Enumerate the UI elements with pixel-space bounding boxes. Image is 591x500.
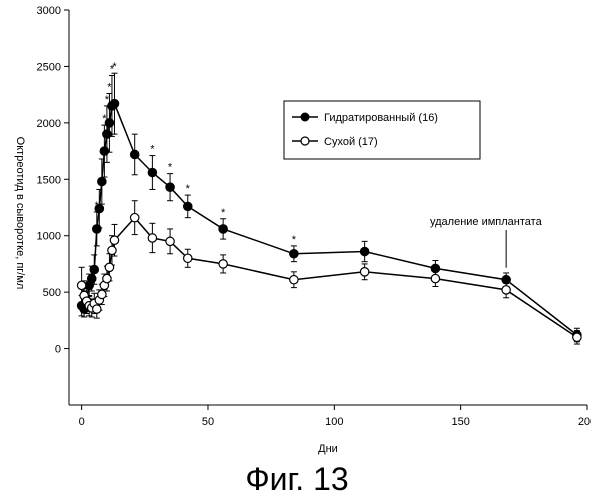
data-point	[93, 305, 101, 313]
y-tick-label: 0	[55, 344, 61, 356]
legend-marker-hydrated	[301, 113, 309, 121]
data-point	[360, 247, 368, 255]
x-axis-label: Дни	[318, 443, 338, 455]
data-point	[166, 237, 174, 245]
y-tick-label: 1000	[37, 231, 61, 243]
data-point	[219, 225, 227, 233]
data-point	[98, 290, 106, 298]
data-point	[360, 268, 368, 276]
data-point	[148, 234, 156, 242]
data-point	[290, 276, 298, 284]
legend-label-hydrated: Гидратированный (16)	[324, 112, 438, 124]
significance-marker: *	[95, 200, 100, 212]
data-point	[184, 254, 192, 262]
data-point	[90, 265, 98, 273]
data-point	[93, 225, 101, 233]
figure-caption: Фиг. 13	[245, 461, 348, 497]
legend-box	[284, 101, 480, 159]
data-point	[573, 333, 581, 341]
significance-marker: *	[186, 183, 191, 195]
significance-marker: *	[100, 147, 105, 159]
significance-marker: *	[150, 144, 155, 156]
annotation-implant-removal: удаление имплантата	[430, 216, 543, 228]
y-axis-ticks: 0 500 1000 1500 2000 2500 3000	[37, 5, 69, 356]
data-point	[184, 202, 192, 210]
data-point	[110, 99, 118, 107]
significance-marker: *	[102, 113, 107, 125]
data-point	[166, 183, 174, 191]
x-tick-label: 100	[325, 416, 343, 428]
significance-marker: *	[97, 177, 102, 189]
data-point	[290, 250, 298, 258]
data-point	[77, 281, 85, 289]
annotation-layer: удаление имплантата	[430, 216, 543, 268]
significance-marker: *	[107, 82, 112, 94]
legend-marker-dry	[301, 137, 309, 145]
legend: Гидратированный (16) Сухой (17)	[284, 101, 480, 159]
data-point	[148, 168, 156, 176]
significance-marker: *	[112, 61, 117, 73]
data-point	[103, 130, 111, 138]
data-point	[108, 246, 116, 254]
significance-marker: *	[105, 94, 110, 106]
y-tick-label: 2000	[37, 118, 61, 130]
data-point	[105, 263, 113, 271]
x-tick-label: 50	[202, 416, 214, 428]
legend-label-dry: Сухой (17)	[324, 136, 378, 148]
data-point	[130, 213, 138, 221]
data-point	[103, 274, 111, 282]
data-point	[431, 274, 439, 282]
significance-marker: *	[292, 234, 297, 246]
plot-axes	[69, 10, 587, 405]
data-point	[88, 274, 96, 282]
y-tick-label: 3000	[37, 5, 61, 17]
y-tick-label: 500	[43, 287, 61, 299]
x-tick-label: 150	[451, 416, 469, 428]
x-tick-label: 200	[578, 416, 591, 428]
data-point	[130, 150, 138, 158]
y-axis-label: Октреотид в сыворотке, пг/мл	[14, 137, 26, 290]
y-tick-label: 2500	[37, 61, 61, 73]
data-point	[110, 236, 118, 244]
y-tick-label: 1500	[37, 174, 61, 186]
data-point	[219, 260, 227, 268]
significance-marker: *	[221, 207, 226, 219]
x-axis-ticks: 0 50 100 150 200	[79, 405, 591, 428]
significance-marker: *	[168, 162, 173, 174]
x-tick-label: 0	[79, 416, 85, 428]
data-point	[502, 286, 510, 294]
